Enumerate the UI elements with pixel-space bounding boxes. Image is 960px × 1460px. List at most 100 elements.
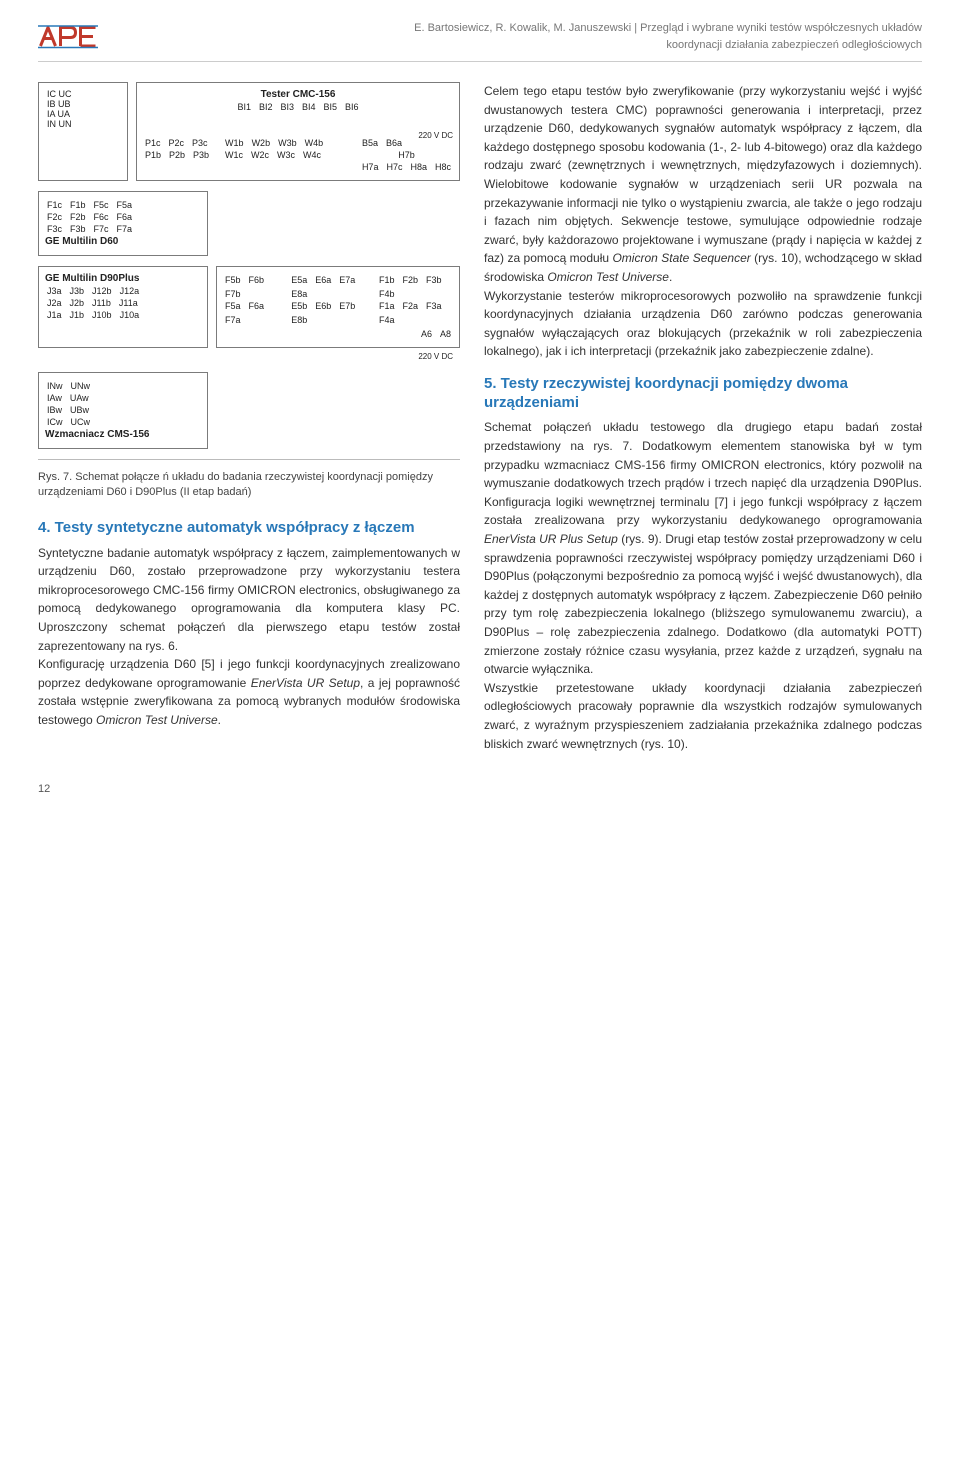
diagram-d60: F1cF1bF5cF5aF2cF2bF6cF6aF3cF3bF7cF7a GE … — [38, 191, 460, 256]
d90-title: GE Multilin D90Plus — [45, 273, 201, 284]
pin: E6b — [313, 301, 333, 311]
pin: F2a — [400, 301, 420, 311]
doc-subtitle-1: Przegląd i wybrane wyniki testów współcz… — [640, 22, 922, 34]
logo — [38, 20, 98, 52]
authors: E. Bartosiewicz, R. Kowalik, M. Januszew… — [414, 22, 631, 34]
pin: BI4 — [300, 102, 318, 112]
dc-label-2: 220 V DC — [418, 352, 453, 361]
right-column: Celem tego etapu testów było zweryfikowa… — [484, 82, 922, 753]
pin: J2a — [45, 298, 64, 308]
pin: J12a — [118, 286, 142, 296]
pin: W1c — [223, 150, 245, 160]
pin: BI2 — [257, 102, 275, 112]
pin: F3c — [45, 224, 64, 234]
io-pin: IN UN — [45, 119, 121, 129]
figure-caption: Rys. 7. Schemat połącze ń układu do bada… — [38, 470, 460, 501]
pin: P3b — [191, 150, 211, 160]
pin: J11a — [117, 298, 140, 308]
pin: BI1 — [235, 102, 253, 112]
pin: J3a — [45, 286, 64, 296]
pin: J11b — [90, 298, 113, 308]
io-card: IC UCIB UBIA UAIN UN — [38, 82, 128, 181]
pin: P3c — [190, 138, 210, 148]
page-header: E. Bartosiewicz, R. Kowalik, M. Januszew… — [38, 20, 922, 62]
io-pin: IA UA — [45, 109, 121, 119]
page-number: 12 — [38, 783, 922, 795]
pin: P1c — [143, 138, 163, 148]
pin: B6a — [384, 138, 404, 148]
left-column: IC UCIB UBIA UAIN UN Tester CMC-156 BI1B… — [38, 82, 460, 753]
pin: F1c — [45, 200, 64, 210]
pin: J10b — [90, 310, 114, 320]
pin: P1b — [143, 150, 163, 160]
pin: E5b — [289, 301, 309, 311]
pin: E8b — [289, 315, 309, 325]
diagram-cms: INwUNwIAwUAwIBwUBwICwUCw Wzmacniacz CMS-… — [38, 372, 460, 449]
pin: E8a — [289, 289, 309, 299]
io-pin: IB UB — [45, 99, 121, 109]
logo-icon — [38, 20, 98, 52]
pin: BI3 — [278, 102, 296, 112]
pin: F6a — [247, 301, 267, 311]
pin: W3b — [276, 138, 299, 148]
pin: F7c — [92, 224, 111, 234]
pin: J2b — [68, 298, 87, 308]
right-p1: Celem tego etapu testów było zweryfikowa… — [484, 82, 922, 287]
pin: INw — [45, 381, 65, 391]
right-p2: Wykorzystanie testerów mikroprocesorowyc… — [484, 287, 922, 361]
pin: A8 — [438, 329, 453, 339]
sec5-p1: Schemat połączeń układu testowego dla dr… — [484, 418, 922, 678]
pin: P2b — [167, 150, 187, 160]
pin: F5b — [223, 275, 243, 285]
pin: F7a — [115, 224, 135, 234]
pin: P2c — [167, 138, 187, 148]
pin: F5c — [92, 200, 111, 210]
pin: F2b — [400, 275, 420, 285]
pin: H7c — [384, 162, 404, 172]
d60-title: GE Multilin D60 — [45, 236, 201, 247]
pin: F5a — [115, 200, 135, 210]
pin: F2b — [68, 212, 88, 222]
pin: H7a — [360, 162, 381, 172]
pin: E7a — [337, 275, 357, 285]
io-pin: IC UC — [45, 89, 121, 99]
page-body: IC UCIB UBIA UAIN UN Tester CMC-156 BI1B… — [38, 82, 922, 753]
pin: B5a — [360, 138, 380, 148]
pin: E6a — [313, 275, 333, 285]
pin: F6a — [115, 212, 135, 222]
pin: J1a — [45, 310, 64, 320]
sec4-p2: Konfigurację urządzenia D60 [5] i jego f… — [38, 655, 460, 729]
pin: F1b — [68, 200, 88, 210]
pin: J1b — [68, 310, 87, 320]
cms-title: Wzmacniacz CMS-156 — [45, 429, 201, 440]
pin: F7a — [223, 315, 243, 325]
pin: W3c — [275, 150, 297, 160]
pin: F3a — [424, 301, 444, 311]
dc-label-1: 220 V DC — [418, 131, 453, 140]
pin: F2c — [45, 212, 64, 222]
pin: H8a — [408, 162, 429, 172]
section-4-title: 4. Testy syntetyczne automatyk współprac… — [38, 519, 460, 538]
pin: F4a — [377, 315, 397, 325]
pin: J12b — [90, 286, 114, 296]
pin: W4c — [301, 150, 323, 160]
pin: H8c — [433, 162, 453, 172]
pin: J3b — [68, 286, 87, 296]
pin: J10a — [118, 310, 142, 320]
diagram-d90: GE Multilin D90Plus J3a J3bJ12b J12a J2a J2b… — [38, 266, 460, 348]
pin: ICw — [45, 417, 65, 427]
pin: W4b — [303, 138, 326, 148]
sec5-p2: Wszystkie przetestowane układy koordynac… — [484, 679, 922, 753]
pin: W2c — [249, 150, 271, 160]
pin: F1b — [377, 275, 397, 285]
pin: E5a — [289, 275, 309, 285]
pin: UNw — [69, 381, 93, 391]
pin: F6c — [92, 212, 111, 222]
pin: F5a — [223, 301, 243, 311]
header-meta: E. Bartosiewicz, R. Kowalik, M. Januszew… — [414, 20, 922, 53]
pin: F4b — [377, 289, 397, 299]
pin: A6 — [419, 329, 434, 339]
sec4-p1: Syntetyczne badanie automatyk współpracy… — [38, 544, 460, 656]
pin: F6b — [247, 275, 267, 285]
tester-card: Tester CMC-156 BI1BI2BI3BI4BI5BI6 220 V … — [136, 82, 460, 181]
